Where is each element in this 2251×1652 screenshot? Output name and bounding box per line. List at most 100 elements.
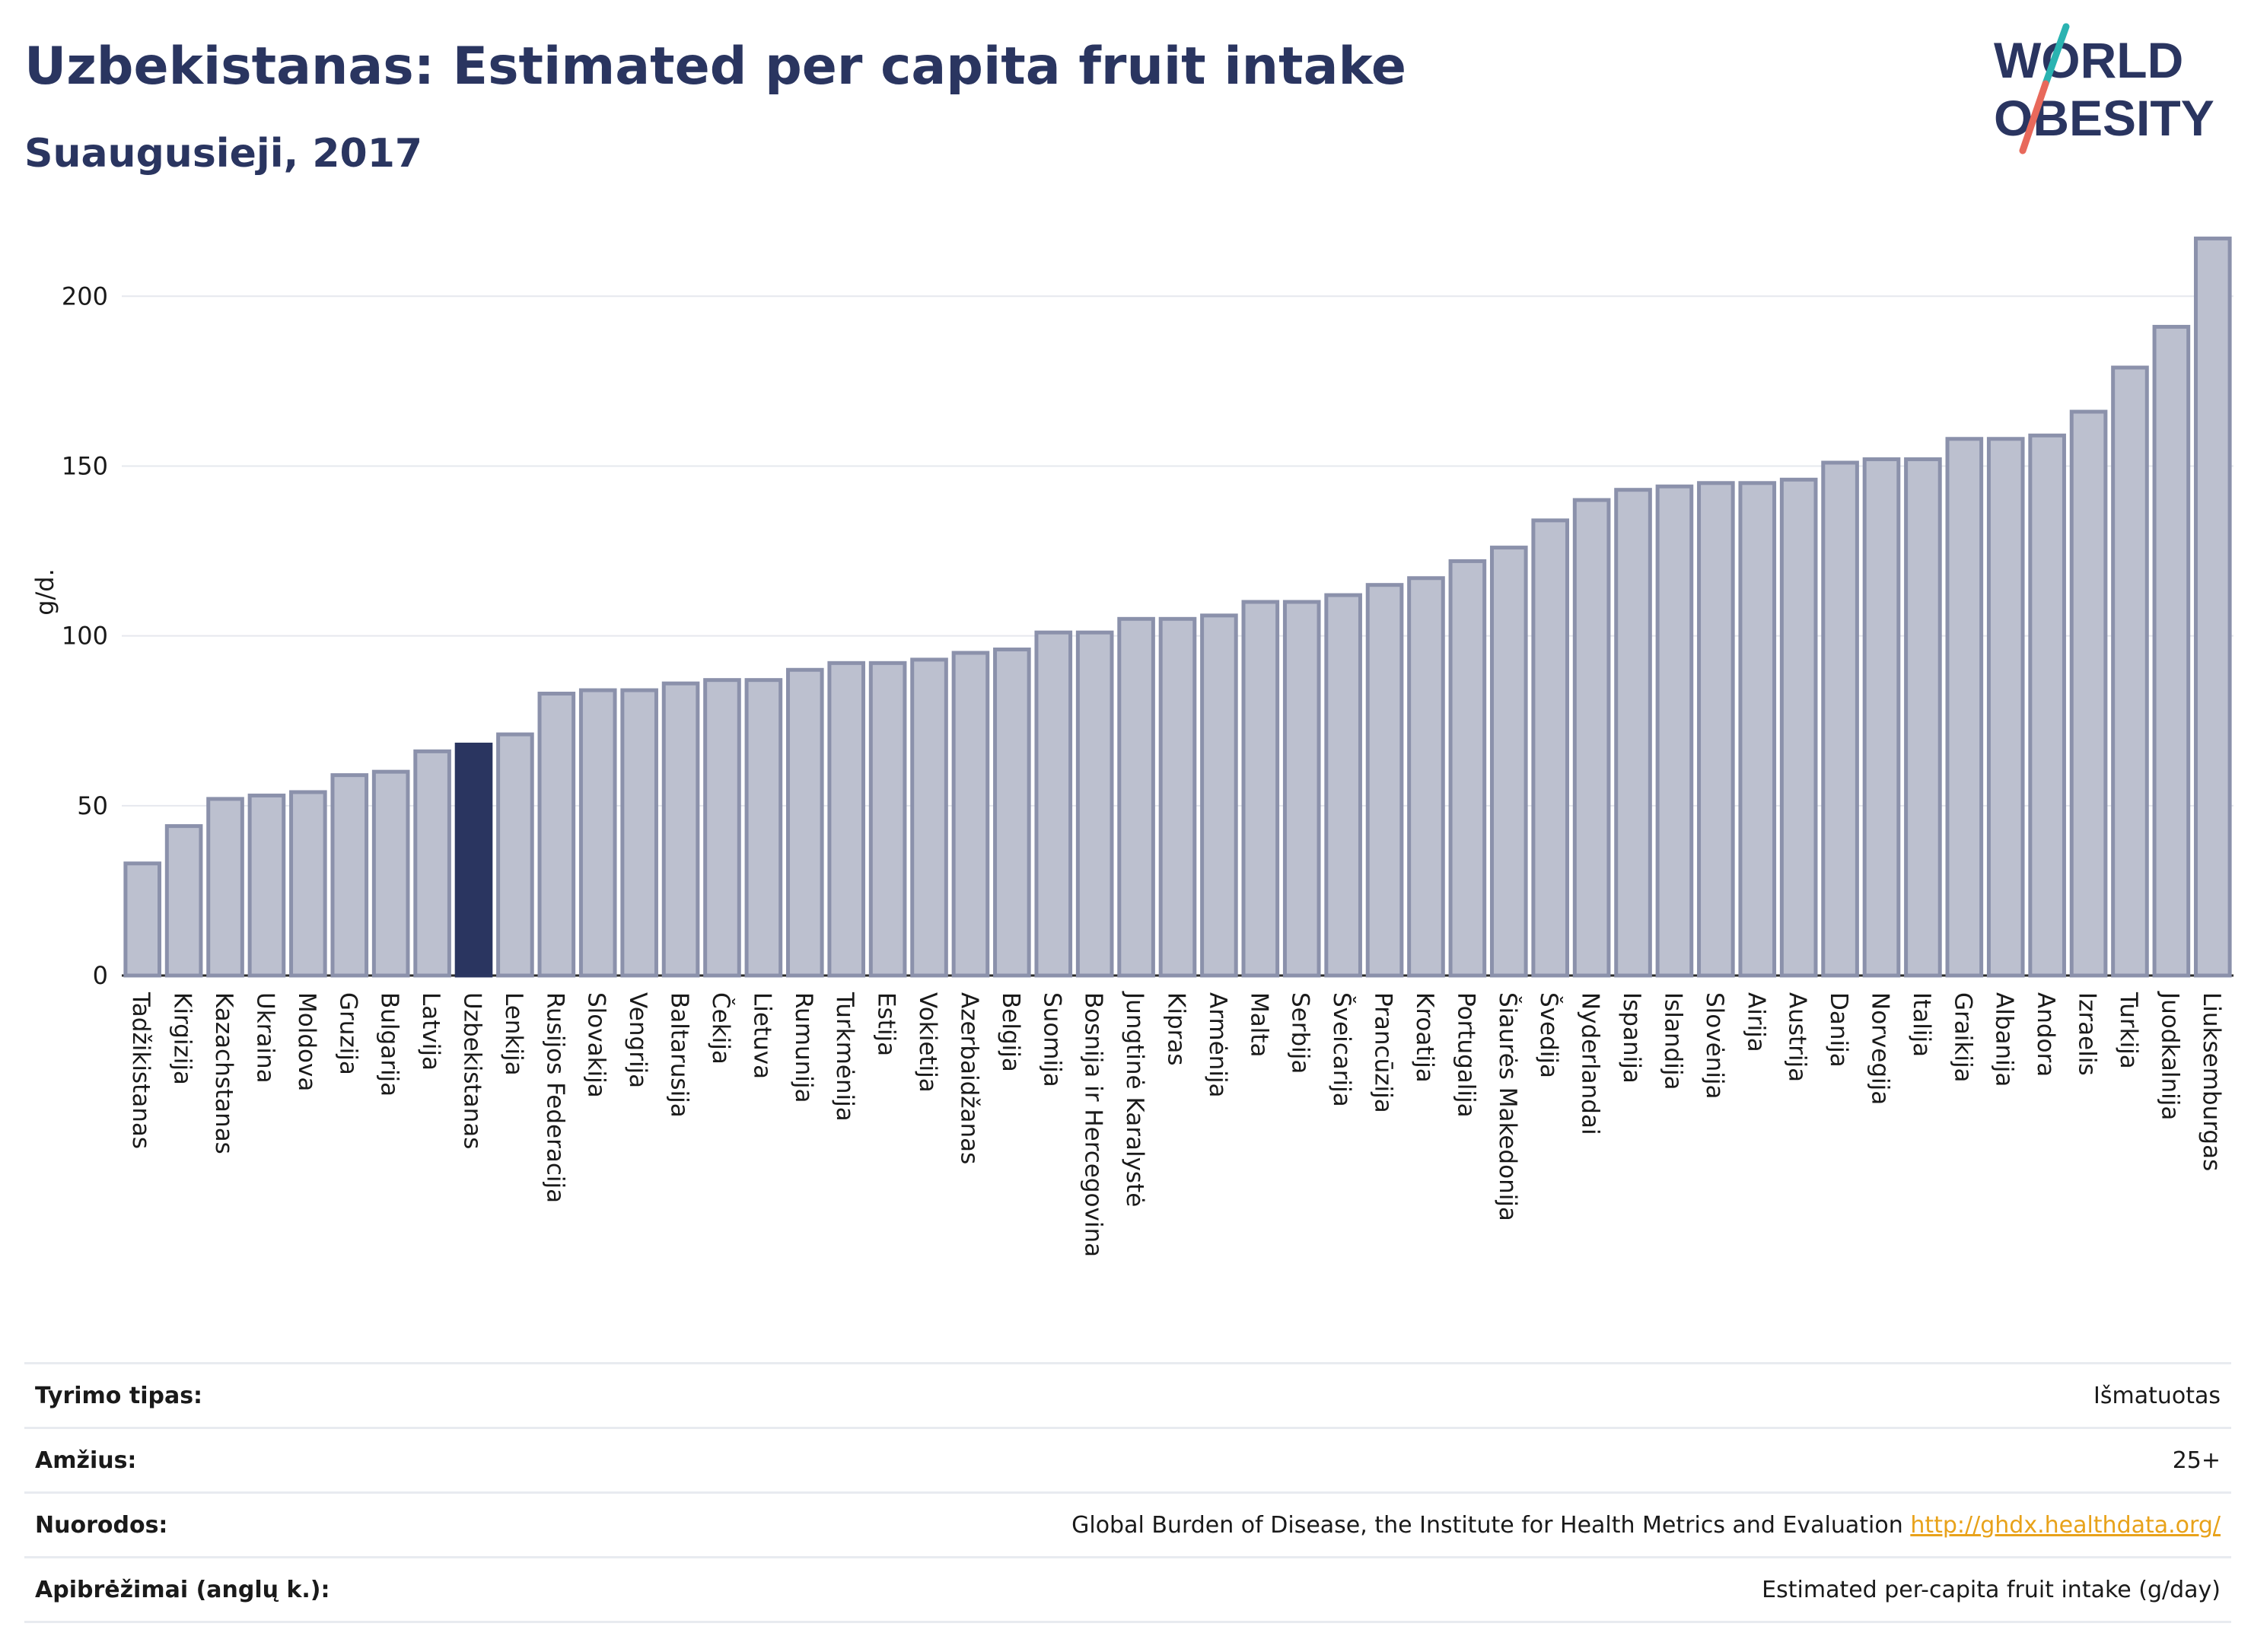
x-tick-label: Nyderlandai [1577,992,1604,1135]
bar[interactable] [1448,559,1487,978]
bar[interactable] [744,678,783,978]
bar[interactable] [2111,365,2149,978]
x-tick-label: Gruzija [334,992,361,1075]
bar[interactable] [1572,498,1611,978]
x-tick-label: Rumunija [790,992,817,1103]
bar[interactable] [1945,437,1984,978]
bar[interactable] [1075,630,1114,978]
bar[interactable] [2152,324,2191,978]
x-tick-label: Uzbekistanas [459,992,486,1149]
bar[interactable] [951,651,990,978]
bar[interactable] [123,861,162,978]
bar[interactable] [620,688,658,978]
bar[interactable] [703,678,741,978]
meta-label: Tyrimo tipas: [35,1382,203,1409]
logo-accent-red [2019,80,2049,154]
x-tick-label: Jungtinė Karalystė [1121,991,1148,1207]
bar[interactable] [1821,460,1859,978]
bar[interactable] [537,692,576,978]
bar[interactable] [1655,484,1694,978]
bar[interactable] [1282,600,1321,978]
meta-row: Apibrėžimai (anglų k.): Estimated per-cap… [24,1556,2231,1623]
bar[interactable] [785,667,824,978]
meta-value-text: Estimated per-capita fruit intake (g/day… [1762,1576,2221,1603]
meta-value-text: Išmatuotas [2093,1382,2221,1409]
bar[interactable] [1986,437,2025,978]
bar[interactable] [496,732,534,978]
bar[interactable] [1117,616,1155,978]
x-tick-label: Ispanija [1618,992,1645,1084]
bar[interactable] [1241,600,1280,978]
x-tick-label: Armėnija [1204,992,1231,1098]
bar[interactable] [413,749,451,978]
world-obesity-logo: WORLD OBESITY [1994,23,2214,154]
bar[interactable] [827,660,866,978]
bar[interactable] [1862,457,1901,978]
bar[interactable] [1365,583,1404,978]
x-tick-label: Danija [1825,992,1852,1068]
x-tick-label: Albanija [1991,992,2018,1087]
x-tick-label: Suomija [1038,992,1065,1087]
bar[interactable] [993,647,1031,978]
bar[interactable] [1531,518,1570,978]
logo-accent-teal [2042,23,2070,88]
meta-label: Nuorodos: [35,1511,168,1539]
bar-highlighted[interactable] [454,742,493,978]
meta-row: Amžius: 25+ [24,1427,2231,1491]
bar[interactable] [1324,593,1362,978]
x-tick-label: Turkija [2115,992,2142,1069]
x-tick-label: Izraelis [2074,992,2101,1076]
bars [123,236,2232,978]
meta-value-text: Global Burden of Disease, the Institute … [1071,1511,1903,1539]
x-tick-label: Slovakija [583,992,610,1098]
meta-label: Amžius: [35,1447,137,1474]
bar[interactable] [1738,481,1777,978]
meta-value: Global Burden of Disease, the Institute … [1071,1512,2231,1539]
x-tick-label: Kirgizija [169,992,196,1085]
x-tick-label: Lenkija [500,992,527,1076]
meta-value: Išmatuotas [2093,1383,2231,1409]
bar[interactable] [868,660,907,978]
y-axis-ticks: 0 50 100 150 200 [62,282,108,990]
meta-value-text: 25+ [2172,1447,2221,1474]
bar[interactable] [330,773,369,978]
source-link[interactable]: http://ghdx.healthdata.org/ [1910,1511,2221,1539]
bar[interactable] [2069,409,2108,978]
bar[interactable] [164,824,203,978]
x-tick-label: Čekija [707,992,735,1065]
x-tick-label: Vokietija [914,992,941,1093]
x-tick-label: Kipras [1163,992,1190,1066]
x-tick-label: Baltarusija [666,992,693,1118]
meta-table: Tyrimo tipas: Išmatuotas Amžius: 25+ Nuorodo… [24,1362,2231,1623]
meta-value: Estimated per-capita fruit intake (g/day… [1762,1577,2231,1603]
bar[interactable] [1200,613,1238,978]
bar[interactable] [1034,630,1073,978]
bar[interactable] [661,681,700,978]
bar[interactable] [2193,236,2232,978]
x-tick-label: Norvegija [1867,992,1894,1105]
bar[interactable] [2028,433,2066,978]
x-tick-label: Kazachstanas [210,992,237,1154]
bar[interactable] [1904,457,1942,978]
bar-chart: 0 50 100 150 200 Tadžikistanas Kirgizija Kazac… [30,236,2233,1257]
x-tick-label: Lietuva [748,992,775,1079]
meta-row: Tyrimo tipas: Išmatuotas [24,1362,2231,1427]
bar[interactable] [1158,616,1197,978]
bar[interactable] [371,769,410,978]
page-title: Uzbekistanas: Estimated per capita fruit… [24,37,1406,97]
bar[interactable] [1489,546,1528,978]
x-tick-label: Ukraina [251,992,279,1084]
y-axis-label: g/d. [30,568,59,616]
bar[interactable] [1779,477,1818,978]
bar[interactable] [910,657,948,978]
bar[interactable] [1614,488,1652,978]
x-tick-label: Austrija [1784,992,1811,1082]
bar[interactable] [247,793,286,978]
bar[interactable] [206,797,244,978]
bar[interactable] [578,688,617,978]
x-tick-label: Rusijos Federacija [541,992,568,1203]
x-tick-label: Švedija [1535,992,1563,1078]
bar[interactable] [289,790,327,978]
bar[interactable] [1407,576,1445,978]
bar[interactable] [1697,481,1735,978]
